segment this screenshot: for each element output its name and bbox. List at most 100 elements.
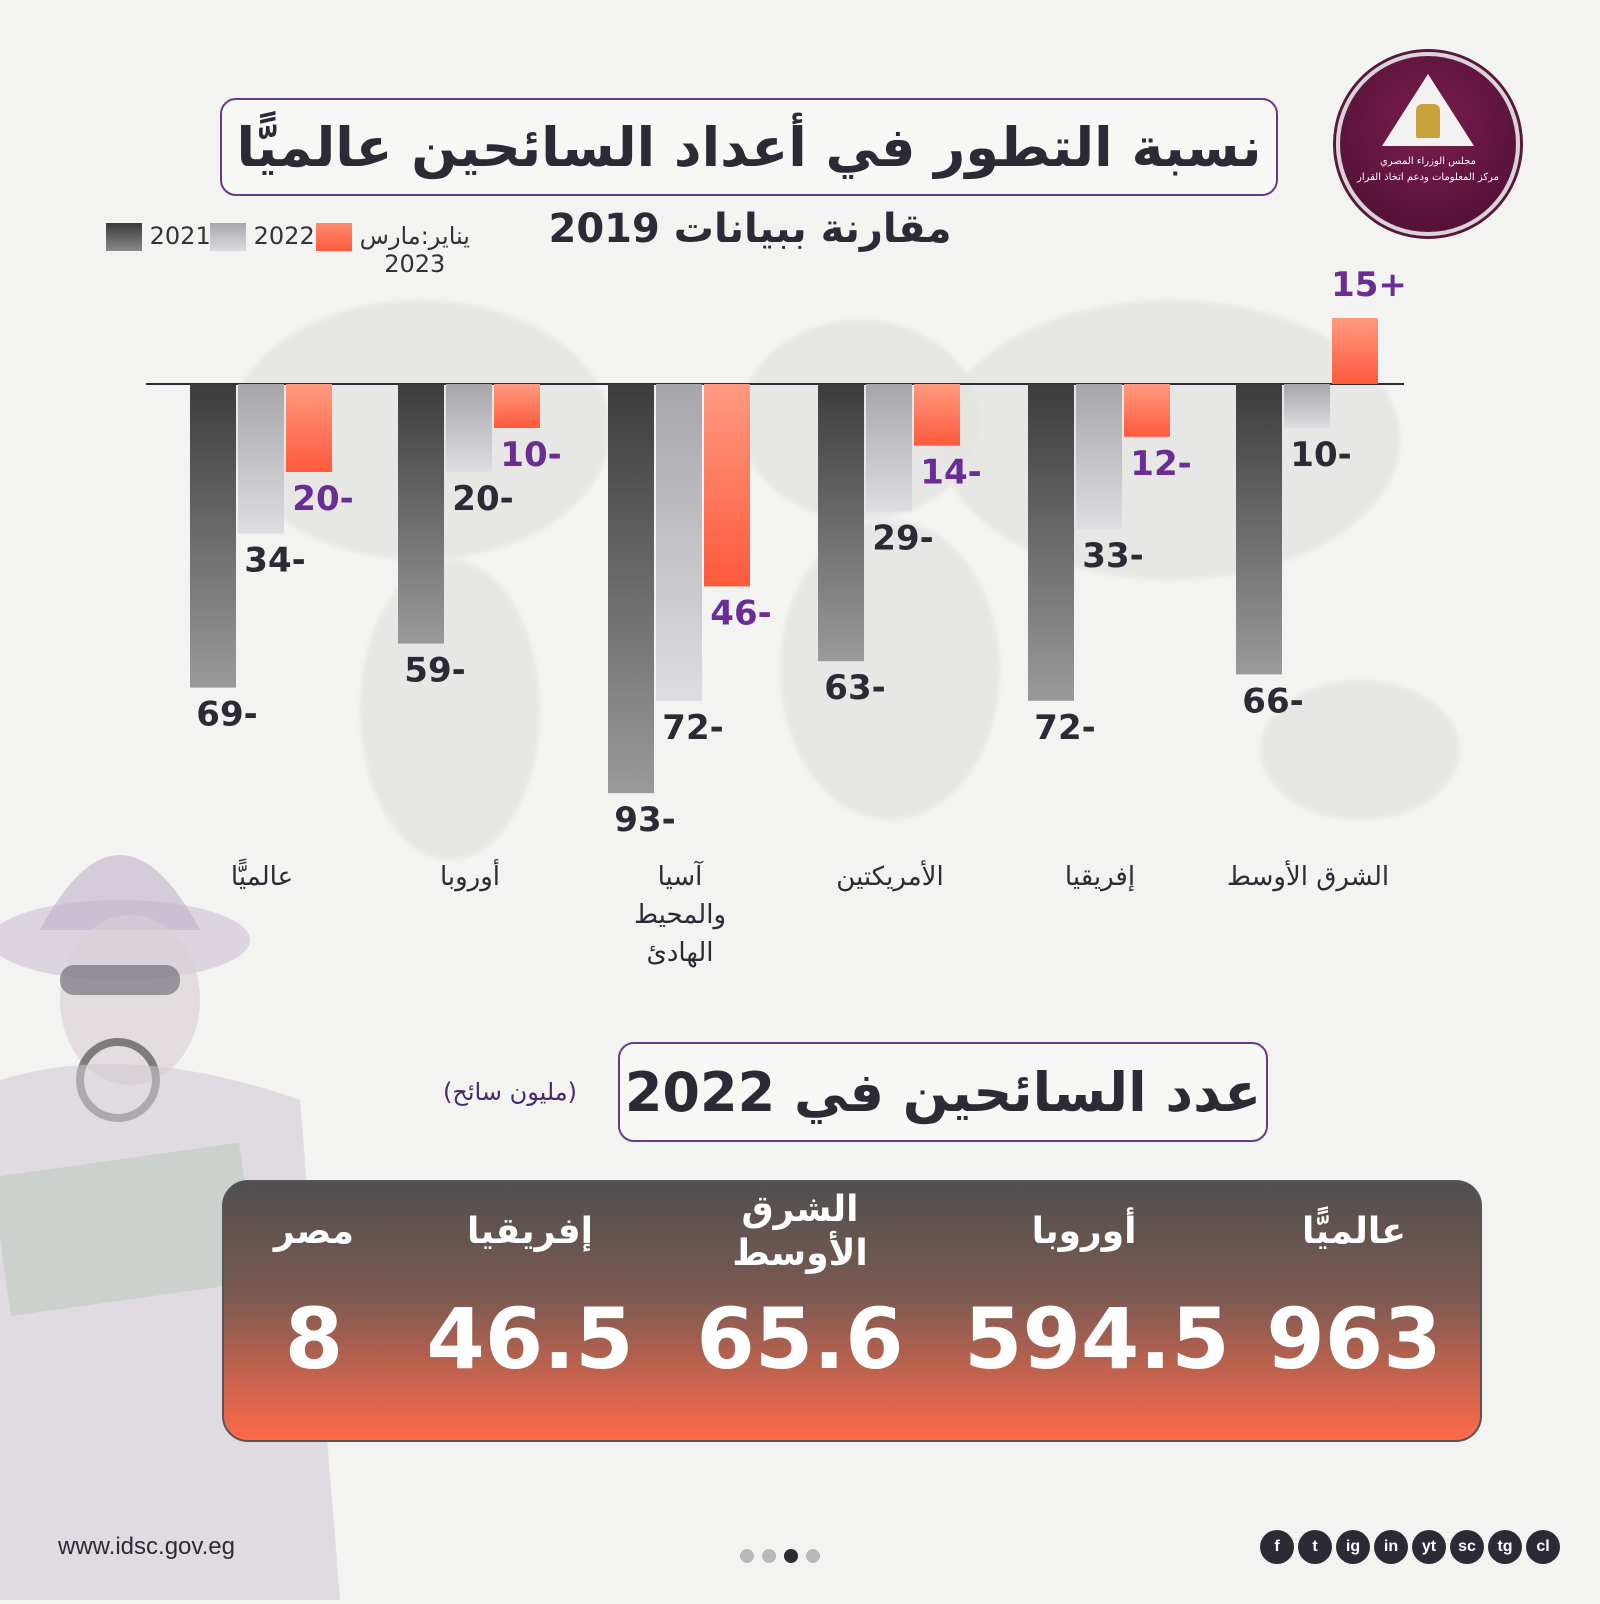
logo-line-2: مركز المعلومات ودعم اتخاذ القرار bbox=[1356, 172, 1500, 183]
page-dot-active[interactable] bbox=[784, 1549, 798, 1563]
instagram-icon[interactable]: ig bbox=[1336, 1530, 1370, 1564]
stat-label: أوروبا bbox=[1031, 1211, 1137, 1252]
idsc-logo: مجلس الوزراء المصري مركز المعلومات ودعم … bbox=[1336, 52, 1520, 236]
bar-2022-americas bbox=[866, 384, 912, 512]
category-label-africa: إفريقيا bbox=[990, 858, 1210, 896]
data-label-2023-europe: 10- bbox=[500, 435, 561, 475]
stat-value: 594.5 bbox=[964, 1290, 1230, 1388]
page-title: نسبة التطور في أعداد السائحين عالميًّا bbox=[220, 98, 1278, 196]
bar-2023-americas bbox=[914, 384, 960, 446]
stat-egypt: مصر 8 bbox=[254, 1182, 374, 1388]
count-title: عدد السائحين في 2022 bbox=[618, 1042, 1268, 1142]
data-label-2022-europe: 20- bbox=[452, 479, 513, 519]
category-label-line: الهادئ bbox=[646, 938, 714, 968]
linkedin-icon[interactable]: in bbox=[1374, 1530, 1408, 1564]
page-dot[interactable] bbox=[762, 1549, 776, 1563]
twitter-icon[interactable]: t bbox=[1298, 1530, 1332, 1564]
data-label-2021-europe: 59- bbox=[404, 651, 465, 691]
category-label-line: عالميًّا bbox=[230, 862, 294, 892]
bar-2022-asia-pacific bbox=[656, 384, 702, 701]
stat-world: عالميًّا 963 bbox=[1244, 1182, 1464, 1388]
telegram-icon[interactable]: tg bbox=[1488, 1530, 1522, 1564]
bar-2023-asia-pacific bbox=[704, 384, 750, 587]
page-dot[interactable] bbox=[806, 1549, 820, 1563]
bar-2023-europe bbox=[494, 384, 540, 428]
stat-label: مصر bbox=[273, 1211, 355, 1252]
data-label-2022-asia-pacific: 72- bbox=[662, 708, 723, 748]
category-label-world: عالميًّا bbox=[152, 858, 372, 896]
data-label-2022-middle-east: 10- bbox=[1290, 435, 1351, 475]
stat-middle-east: الشرق الأوسط 65.6 bbox=[690, 1182, 910, 1388]
bar-2021-americas bbox=[818, 384, 864, 662]
stat-label: إفريقيا bbox=[467, 1211, 593, 1252]
legend-item-2022: 2022 bbox=[210, 222, 315, 251]
data-label-2022-world: 34- bbox=[244, 541, 305, 581]
stat-label: عالميًّا bbox=[1302, 1211, 1406, 1252]
data-label-2021-africa: 72- bbox=[1034, 708, 1095, 748]
category-label-line: آسيا bbox=[657, 862, 703, 892]
legend-swatch-2022 bbox=[210, 223, 246, 251]
data-label-2023-middle-east: 15+ bbox=[1331, 265, 1407, 305]
chart-legend: 2021 2022 يناير:مارس 2023 bbox=[106, 222, 486, 278]
chart-subtitle: مقارنة ببيانات 2019 bbox=[548, 206, 952, 252]
legend-label-2021: 2021 bbox=[149, 222, 211, 250]
bar-2021-world bbox=[190, 384, 236, 688]
social-links: f t ig in yt sc tg cl bbox=[1256, 1530, 1560, 1564]
category-label-line: الأمريكتين bbox=[836, 862, 944, 892]
category-label-asia-pacific: آسيا والمحيط الهادئ bbox=[570, 858, 790, 972]
stat-value: 963 bbox=[1266, 1290, 1442, 1388]
bar-2022-africa bbox=[1076, 384, 1122, 530]
data-label-2021-world: 69- bbox=[196, 695, 257, 735]
soundcloud-icon[interactable]: sc bbox=[1450, 1530, 1484, 1564]
bar-2023-africa bbox=[1124, 384, 1170, 437]
bar-2021-europe bbox=[398, 384, 444, 644]
data-label-2021-middle-east: 66- bbox=[1242, 681, 1303, 721]
youtube-icon[interactable]: yt bbox=[1412, 1530, 1446, 1564]
data-label-2023-world: 20- bbox=[292, 479, 353, 519]
stat-value: 65.6 bbox=[696, 1290, 904, 1388]
bar-2022-world bbox=[238, 384, 284, 534]
data-label-2022-americas: 29- bbox=[872, 519, 933, 559]
eagle-icon bbox=[1416, 104, 1440, 138]
logo-line-1: مجلس الوزراء المصري bbox=[1380, 156, 1476, 167]
data-label-2021-asia-pacific: 93- bbox=[614, 800, 675, 840]
bar-2021-africa bbox=[1028, 384, 1074, 701]
legend-item-2023: يناير:مارس 2023 bbox=[316, 222, 470, 278]
data-label-2023-africa: 12- bbox=[1130, 444, 1191, 484]
category-label-line: والمحيط bbox=[633, 900, 727, 930]
legend-swatch-2021 bbox=[106, 223, 142, 251]
legend-label-2023-line2: 2023 bbox=[384, 250, 446, 278]
page-dot[interactable] bbox=[740, 1549, 754, 1563]
data-label-2021-americas: 63- bbox=[824, 668, 885, 708]
category-label-middle-east: الشرق الأوسط bbox=[1198, 858, 1418, 896]
bar-2022-middle-east bbox=[1284, 384, 1330, 428]
legend-label-2023-line1: يناير:مارس bbox=[359, 222, 470, 250]
legend-item-2021: 2021 bbox=[106, 222, 211, 251]
legend-swatch-2023 bbox=[316, 223, 352, 251]
click-icon[interactable]: cl bbox=[1526, 1530, 1560, 1564]
data-label-2023-asia-pacific: 46- bbox=[710, 593, 771, 633]
data-label-2023-americas: 14- bbox=[920, 453, 981, 493]
category-label-line: الشرق الأوسط bbox=[1226, 862, 1390, 892]
data-label-2022-africa: 33- bbox=[1082, 536, 1143, 576]
facebook-icon[interactable]: f bbox=[1260, 1530, 1294, 1564]
bar-2021-asia-pacific bbox=[608, 384, 654, 794]
category-label-americas: الأمريكتين bbox=[780, 858, 1000, 896]
legend-label-2022: 2022 bbox=[253, 222, 315, 250]
stat-africa: إفريقيا 46.5 bbox=[420, 1182, 640, 1388]
category-label-line: إفريقيا bbox=[1064, 862, 1136, 892]
category-label-europe: أوروبا bbox=[360, 858, 580, 896]
stats-panel: عالميًّا 963 أوروبا 594.5 الشرق الأوسط 6… bbox=[222, 1180, 1482, 1442]
bar-2022-europe bbox=[446, 384, 492, 472]
stat-europe: أوروبا 594.5 bbox=[964, 1182, 1230, 1388]
bar-2023-middle-east bbox=[1332, 318, 1378, 384]
stat-label: الشرق الأوسط bbox=[732, 1189, 868, 1274]
website-link[interactable]: www.idsc.gov.eg bbox=[58, 1533, 235, 1560]
stat-value: 46.5 bbox=[426, 1290, 634, 1388]
count-unit: (مليون سائح) bbox=[442, 1078, 577, 1106]
bar-chart: 69-34-20-59-20-10-93-72-46-63-29-14-72-3… bbox=[146, 265, 1407, 840]
bar-2021-middle-east bbox=[1236, 384, 1282, 675]
page-indicator bbox=[740, 1548, 828, 1567]
bar-2023-world bbox=[286, 384, 332, 472]
stat-value: 8 bbox=[284, 1290, 344, 1388]
